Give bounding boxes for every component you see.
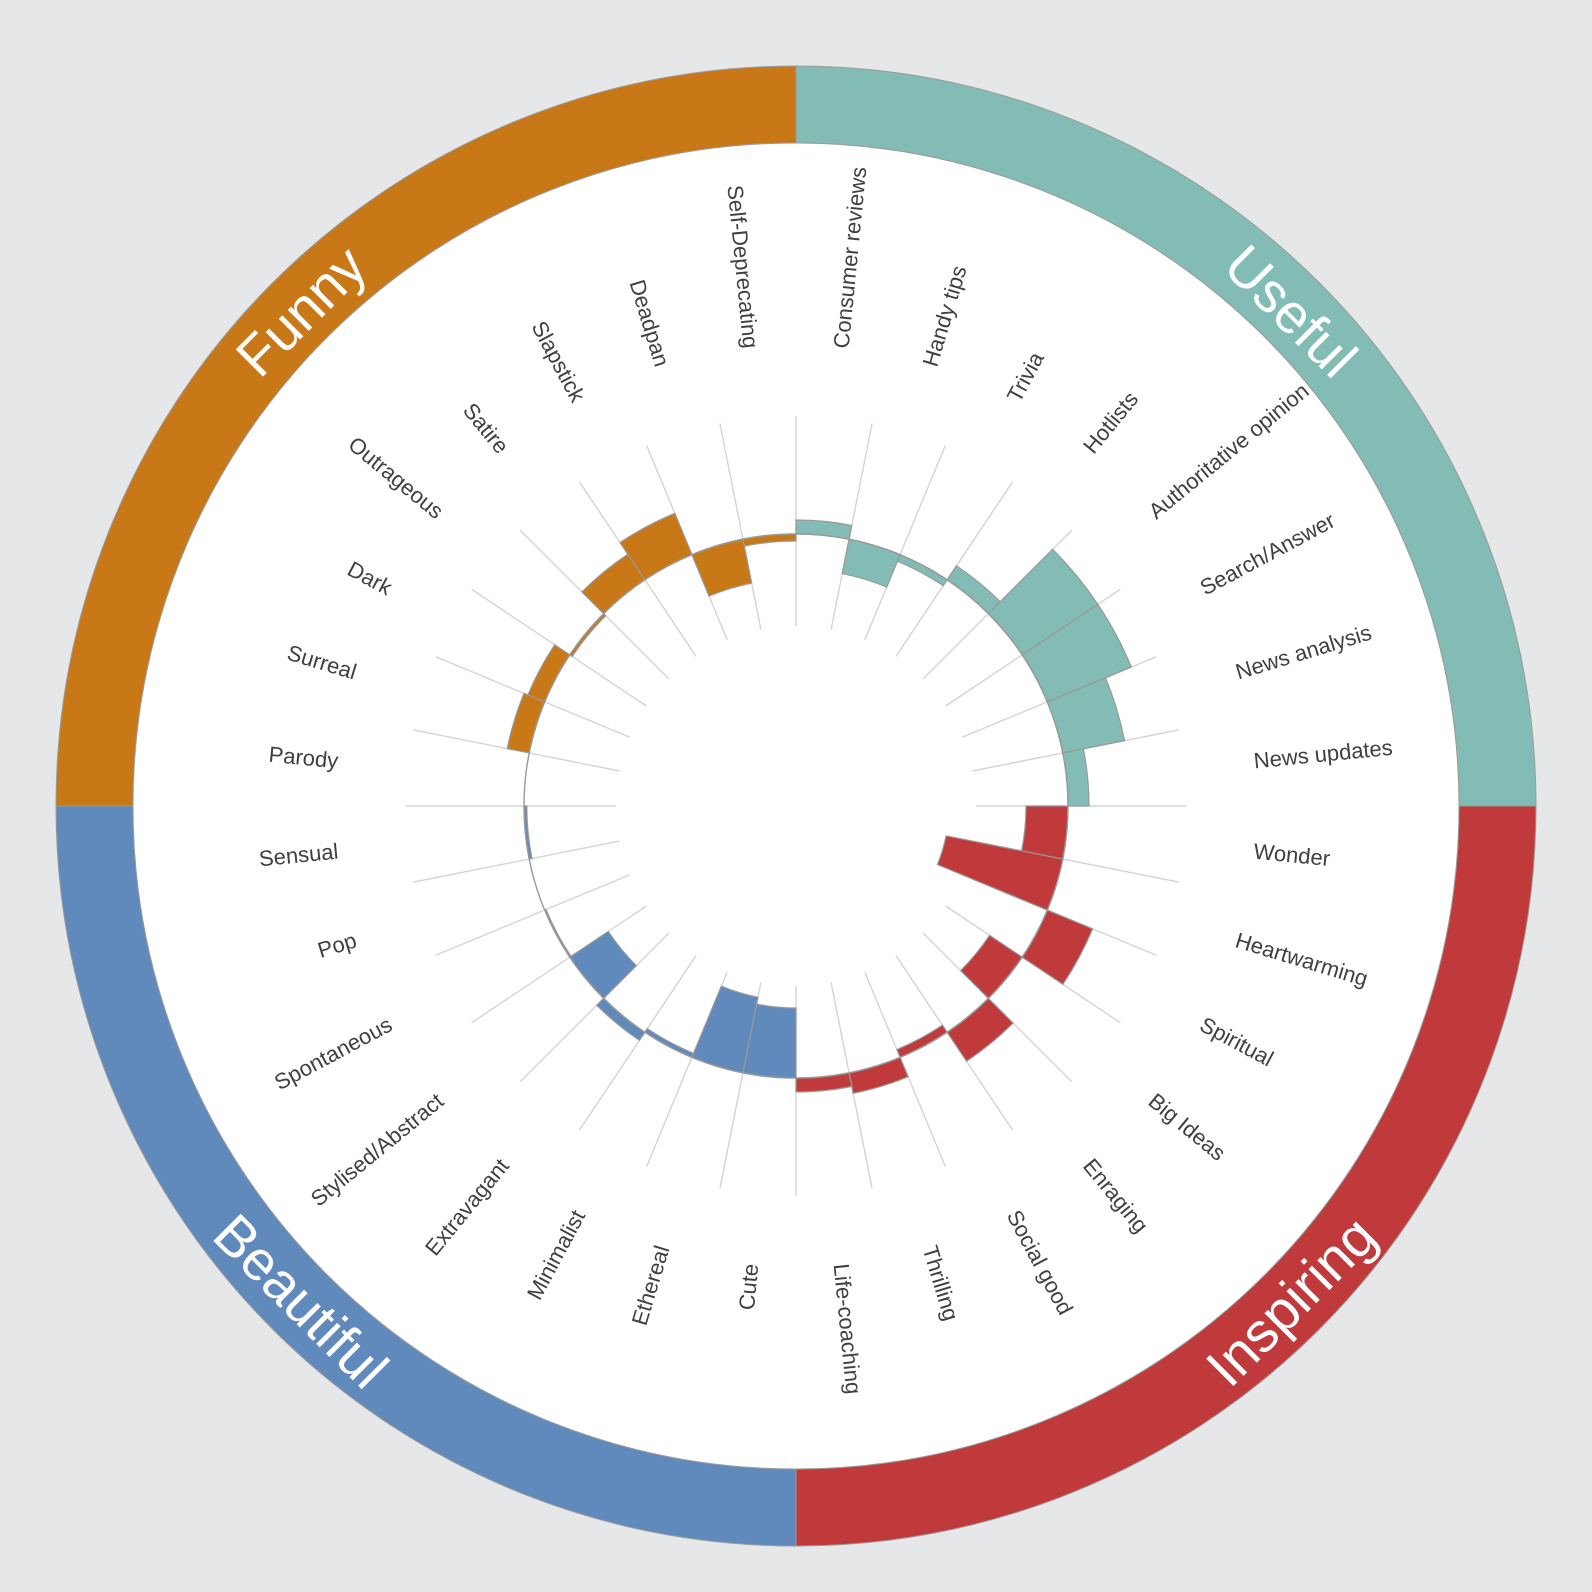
gridline-spoke [864, 445, 946, 640]
gridline-spoke [719, 423, 762, 630]
bar-wonder [1020, 805, 1069, 860]
inner-disk [132, 142, 1460, 1470]
baseline-arc [523, 533, 1069, 1079]
group-ring [55, 65, 1537, 1547]
gridline-spoke [435, 874, 630, 956]
category-label-cute: Cute [734, 1263, 763, 1312]
bars [506, 512, 1133, 1095]
gridline-spoke [578, 955, 697, 1131]
gridline-spoke [519, 932, 670, 1083]
gridline-spoke [471, 905, 647, 1024]
gridline-spoke [413, 840, 620, 883]
